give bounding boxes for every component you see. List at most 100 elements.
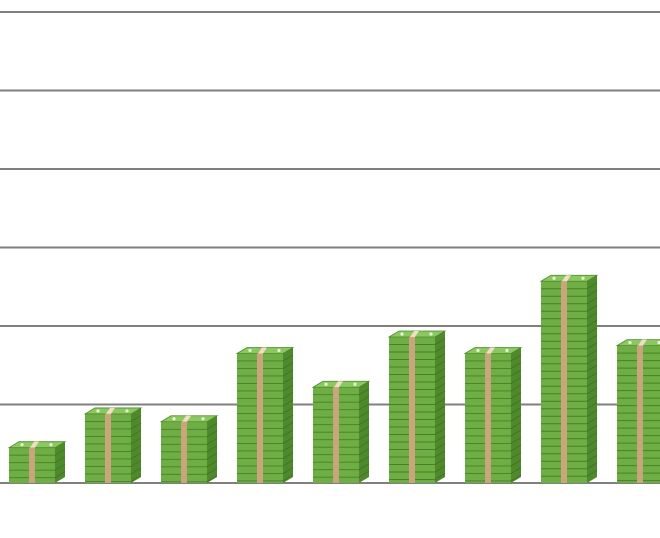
bill-edge-side <box>358 463 370 471</box>
bill-edge-side <box>282 384 294 392</box>
bill-edge-side <box>206 430 218 438</box>
money-band <box>105 413 111 483</box>
bill-edge-side <box>282 467 294 474</box>
money-band <box>561 281 567 483</box>
bill-edge-side <box>434 435 446 443</box>
bill-edge-side <box>510 384 522 392</box>
bill-edge-side <box>586 387 598 395</box>
gridlines <box>0 11 660 484</box>
bill-edge-side <box>434 428 446 435</box>
bill-edge-side <box>434 368 446 375</box>
bill-edge-side <box>434 420 446 428</box>
bill-edge-side <box>586 417 598 425</box>
bill-edge-side <box>130 415 142 422</box>
bill-edge-side <box>510 422 522 429</box>
bill-edge-side <box>434 390 446 398</box>
bill-edge-side <box>206 445 218 453</box>
bill-edge-side <box>358 418 370 426</box>
bill-seal <box>552 276 556 280</box>
bill-edge-side <box>586 349 598 357</box>
bill-edge-side <box>586 432 598 440</box>
bill-edge-side <box>586 289 598 297</box>
bill-edge-side <box>586 424 598 432</box>
bill-edge-side <box>434 383 446 390</box>
bill-edge-side <box>586 372 598 380</box>
bill-edge-side <box>434 458 446 465</box>
bill-edge-side <box>510 369 522 377</box>
bill-seal <box>429 332 433 336</box>
bill-edge-side <box>510 459 522 467</box>
bill-edge-side <box>130 452 142 460</box>
bill-seal <box>505 348 509 353</box>
bill-edge-side <box>586 394 598 402</box>
bill-seal <box>277 348 281 353</box>
bill-edge-side <box>510 399 522 407</box>
bill-edge-side <box>586 327 598 335</box>
money-band <box>181 421 187 483</box>
bill-edge-side <box>282 429 294 437</box>
bill-seal <box>353 382 357 386</box>
bill-edge-side <box>586 319 598 327</box>
money-band-top <box>410 330 419 337</box>
bill-edge-side <box>434 353 446 360</box>
bill-edge-side <box>282 407 294 414</box>
bill-seal <box>400 332 404 336</box>
bill-seal <box>125 409 129 413</box>
bill-edge-side <box>586 304 598 312</box>
bill-edge-side <box>282 422 294 429</box>
money-band <box>29 447 35 483</box>
bill-edge-side <box>586 297 598 305</box>
bill-edge-side <box>510 444 522 452</box>
bar <box>615 339 660 483</box>
bill-edge-side <box>586 439 598 447</box>
bar-side <box>55 441 65 483</box>
bill-edge-side <box>510 467 522 474</box>
bill-edge-side <box>282 369 294 377</box>
bill-edge-side <box>510 414 522 422</box>
bill-edge-side <box>586 312 598 320</box>
money-band-top <box>106 407 115 414</box>
bill-edge-side <box>358 448 370 456</box>
bill-edge-side <box>130 437 142 445</box>
bar-side <box>359 381 369 483</box>
bill-edge-side <box>510 429 522 437</box>
bar-series <box>7 274 660 483</box>
bill-edge-side <box>434 413 446 420</box>
bill-edge-side <box>54 448 66 456</box>
bill-edge-side <box>510 377 522 384</box>
bill-seal <box>201 417 205 421</box>
bill-seal <box>49 443 53 447</box>
bill-edge-side <box>358 410 370 418</box>
bill-edge-side <box>282 452 294 459</box>
bill-edge-side <box>586 462 598 470</box>
money-band-top <box>334 381 343 388</box>
bar <box>311 380 371 483</box>
bill-edge-side <box>434 398 446 405</box>
money-band-top <box>182 415 191 422</box>
bill-edge-side <box>206 437 218 445</box>
bill-edge-side <box>434 345 446 353</box>
bill-edge-side <box>282 414 294 422</box>
bill-edge-side <box>54 471 66 479</box>
bill-edge-side <box>434 405 446 413</box>
bill-edge-side <box>206 460 218 468</box>
bill-seal <box>20 443 24 447</box>
bill-edge-side <box>510 407 522 414</box>
money-band-top <box>30 441 39 448</box>
money-band-top <box>638 339 647 346</box>
bill-edge-side <box>282 377 294 384</box>
bill-edge-side <box>130 460 142 467</box>
bill-edge-side <box>282 444 294 452</box>
bill-edge-side <box>510 362 522 369</box>
bill-edge-side <box>586 469 598 477</box>
money-band-top <box>486 347 495 354</box>
bill-edge-side <box>282 474 294 482</box>
bill-edge-side <box>358 425 370 433</box>
bar <box>235 347 295 483</box>
money-band-top <box>562 275 571 282</box>
bar <box>83 407 143 483</box>
bill-edge-side <box>586 447 598 455</box>
bill-edge-side <box>586 409 598 417</box>
bill-edge-side <box>282 459 294 467</box>
bill-edge-side <box>358 455 370 463</box>
